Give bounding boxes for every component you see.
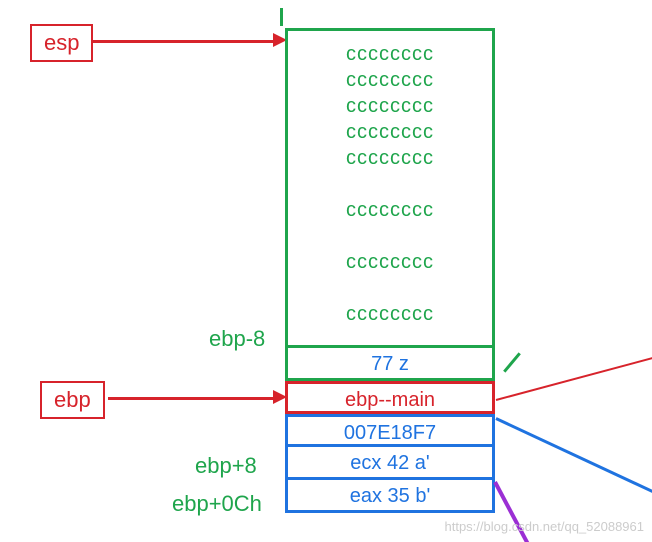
stack-fill-row [288, 277, 492, 303]
label-ebp-plus-8: ebp+8 [195, 453, 257, 479]
stack-fill-row: cccccccc [288, 121, 492, 147]
stack-fill-row: cccccccc [288, 43, 492, 69]
stack-row: ecx 42 a' [285, 447, 495, 480]
stack-fill-row: cccccccc [288, 95, 492, 121]
stack-fill-row: cccccccc [288, 251, 492, 277]
stack-fill-row: cccccccc [288, 199, 492, 225]
esp-label-box: esp [30, 24, 93, 62]
watermark-text: https://blog.csdn.net/qq_52088961 [445, 519, 645, 534]
stack-fill-row: cccccccc [288, 69, 492, 95]
label-ebp-minus-8: ebp-8 [209, 326, 265, 352]
ebp-label-box: ebp [40, 381, 105, 419]
tiny-vertical-tick [280, 8, 283, 26]
stack-row: ebp--main [285, 381, 495, 414]
label-ebp-plus-0ch: ebp+0Ch [172, 491, 262, 517]
stack-row: 77 z [285, 348, 495, 381]
stack-fill-row [288, 225, 492, 251]
esp-arrow-line [93, 40, 273, 43]
green-slash-icon [503, 352, 521, 372]
stack-fill-row [288, 173, 492, 199]
stack-top-block: cccccccccccccccccccccccccccccccccccccccc… [285, 28, 495, 348]
ebp-arrow-line [108, 397, 273, 400]
stack-column: cccccccccccccccccccccccccccccccccccccccc… [285, 28, 495, 513]
stack-fill-row: cccccccc [288, 303, 492, 329]
stack-fill-row: cccccccc [288, 147, 492, 173]
stack-row: 007E18F7 [285, 414, 495, 447]
blue-diagonal-line [495, 417, 652, 500]
stack-row: eax 35 b' [285, 480, 495, 513]
